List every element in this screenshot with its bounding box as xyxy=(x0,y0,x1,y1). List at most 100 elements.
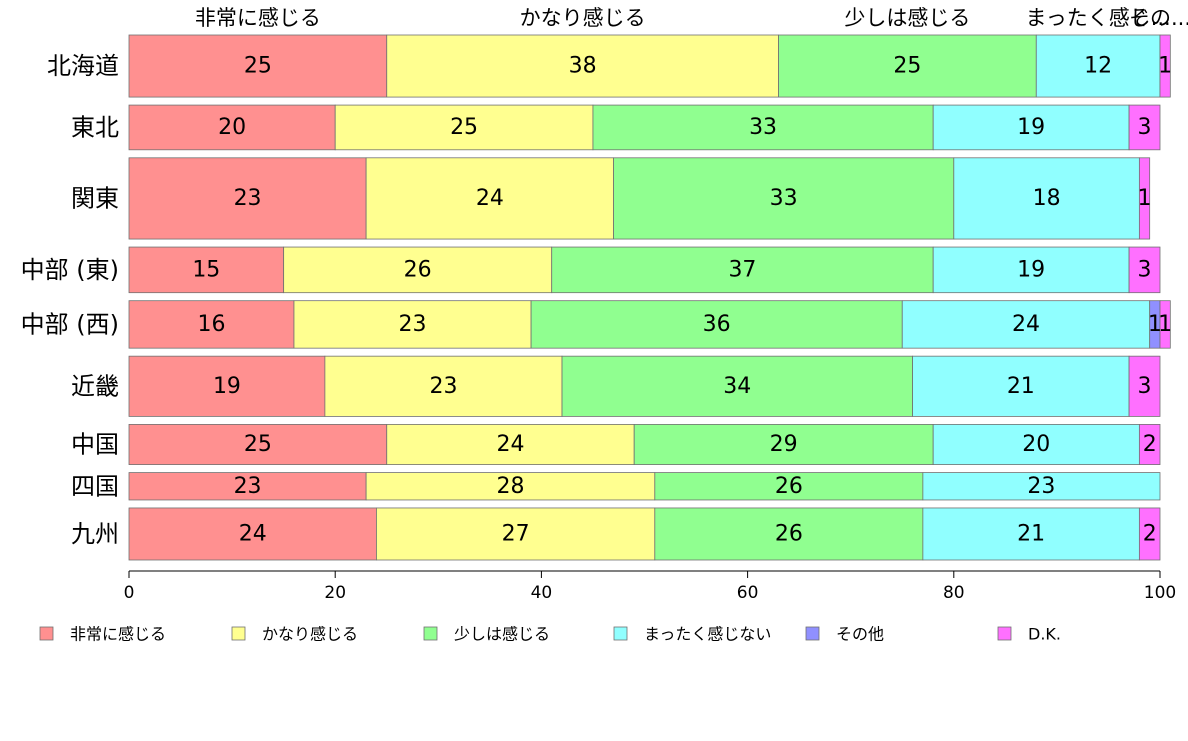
category-label: 中部 (西) xyxy=(21,310,119,338)
series-top-label: その... xyxy=(1129,6,1188,30)
series-top-label: 非常に感じる xyxy=(195,6,321,30)
x-axis: 0 20 40 60 80 100 xyxy=(124,570,1176,603)
bar-segment xyxy=(386,34,779,98)
bar-segment xyxy=(1128,104,1161,151)
bar-value-label: 38 xyxy=(569,54,597,79)
bar-segment xyxy=(365,472,656,501)
bar-segment xyxy=(1138,157,1151,240)
bar-value-label: 24 xyxy=(1012,312,1040,337)
bar-value-label: 34 xyxy=(723,374,751,399)
bar-value-label: 1 xyxy=(1158,54,1172,79)
x-tick-label: 20 xyxy=(324,583,346,603)
bar-value-label: 29 xyxy=(770,432,798,457)
bars-layer xyxy=(128,34,1171,561)
bar-value-label: 33 xyxy=(749,115,777,140)
x-tick-label: 100 xyxy=(1144,583,1176,603)
legend-label: その他 xyxy=(836,625,884,644)
legend-label: まったく感じない xyxy=(644,625,771,644)
bar-value-label: 23 xyxy=(1027,474,1055,499)
bar-value-label: 26 xyxy=(775,474,803,499)
labels-layer: 北海道 25 38 25 12 1東北 20 25 33 19 3関東 23 24 33 18 1中部 (東)… xyxy=(21,6,1188,548)
bar-segment xyxy=(912,355,1130,417)
bar-segment xyxy=(1138,507,1161,561)
bar-value-label: 20 xyxy=(218,115,246,140)
bar-segment xyxy=(1128,355,1161,417)
series-top-label: まったく感じ... xyxy=(1026,6,1171,30)
bar-segment xyxy=(1159,300,1171,349)
legend-swatch xyxy=(423,626,438,641)
legend-swatch xyxy=(613,626,628,641)
bar-value-label: 23 xyxy=(234,186,262,211)
bar-segment xyxy=(932,104,1130,151)
x-tick-label: 0 xyxy=(124,583,135,603)
bar-segment xyxy=(1159,34,1171,98)
bar-segment xyxy=(1138,424,1161,465)
bar-value-label: 2 xyxy=(1143,521,1157,546)
series-top-label: 少しは感じる xyxy=(844,6,970,30)
category-label: 九州 xyxy=(71,520,119,548)
bar-value-label: 3 xyxy=(1138,374,1152,399)
legend-label: かなり感じる xyxy=(262,625,358,644)
category-label: 東北 xyxy=(71,113,119,141)
bar-segment xyxy=(901,300,1151,349)
bar-value-label: 26 xyxy=(404,257,432,282)
bar-segment xyxy=(613,157,955,240)
bar-segment xyxy=(1128,246,1161,294)
bar-value-label: 19 xyxy=(1017,257,1045,282)
bar-value-label: 23 xyxy=(234,474,262,499)
category-label: 中部 (東) xyxy=(21,256,119,284)
category-label: 関東 xyxy=(71,184,119,212)
bar-segment xyxy=(128,472,367,501)
bar-segment xyxy=(922,472,1161,501)
bar-value-label: 1 xyxy=(1148,312,1162,337)
x-tick-label: 60 xyxy=(737,583,759,603)
bar-segment xyxy=(530,300,903,349)
bar-value-label: 1 xyxy=(1138,186,1152,211)
category-label: 四国 xyxy=(71,472,119,500)
bar-value-label: 25 xyxy=(450,115,478,140)
bar-segment xyxy=(128,34,388,98)
bar-segment xyxy=(953,157,1140,240)
bar-value-label: 23 xyxy=(429,374,457,399)
bar-value-label: 25 xyxy=(244,432,272,457)
x-tick-label: 40 xyxy=(531,583,553,603)
bar-segment xyxy=(128,300,295,349)
bar-segment xyxy=(778,34,1037,98)
bar-segment xyxy=(932,246,1130,294)
bar-segment xyxy=(128,507,377,561)
bar-segment xyxy=(128,246,285,294)
legend: 非常に感じる かなり感じる 少しは感じる まったく感じない その他 D.K. xyxy=(39,625,1061,644)
bar-segment xyxy=(365,157,614,240)
bar-segment xyxy=(128,355,326,417)
legend-swatch xyxy=(39,626,54,641)
legend-swatch xyxy=(997,626,1012,641)
bar-value-label: 16 xyxy=(197,312,225,337)
bar-segment xyxy=(592,104,934,151)
bar-segment xyxy=(324,355,563,417)
bar-value-label: 24 xyxy=(476,186,504,211)
bar-segment xyxy=(932,424,1140,465)
category-label: 北海道 xyxy=(47,52,119,80)
bar-value-label: 21 xyxy=(1007,374,1035,399)
category-label: 近畿 xyxy=(71,372,119,400)
bar-segment xyxy=(633,424,934,465)
legend-swatch xyxy=(231,626,246,641)
bar-segment xyxy=(561,355,913,417)
category-label: 中国 xyxy=(71,430,119,458)
bar-value-label: 3 xyxy=(1138,257,1152,282)
bar-value-label: 18 xyxy=(1033,186,1061,211)
bar-value-label: 15 xyxy=(192,257,220,282)
bar-segment xyxy=(128,157,367,240)
bar-value-label: 27 xyxy=(502,521,530,546)
bar-value-label: 23 xyxy=(399,312,427,337)
legend-label: D.K. xyxy=(1028,625,1061,644)
bar-value-label: 3 xyxy=(1138,115,1152,140)
bar-value-label: 36 xyxy=(703,312,731,337)
legend-label: 少しは感じる xyxy=(454,625,550,644)
bar-value-label: 1 xyxy=(1158,312,1172,337)
bar-value-label: 19 xyxy=(213,374,241,399)
bar-value-label: 12 xyxy=(1084,54,1112,79)
legend-label: 非常に感じる xyxy=(70,625,166,644)
